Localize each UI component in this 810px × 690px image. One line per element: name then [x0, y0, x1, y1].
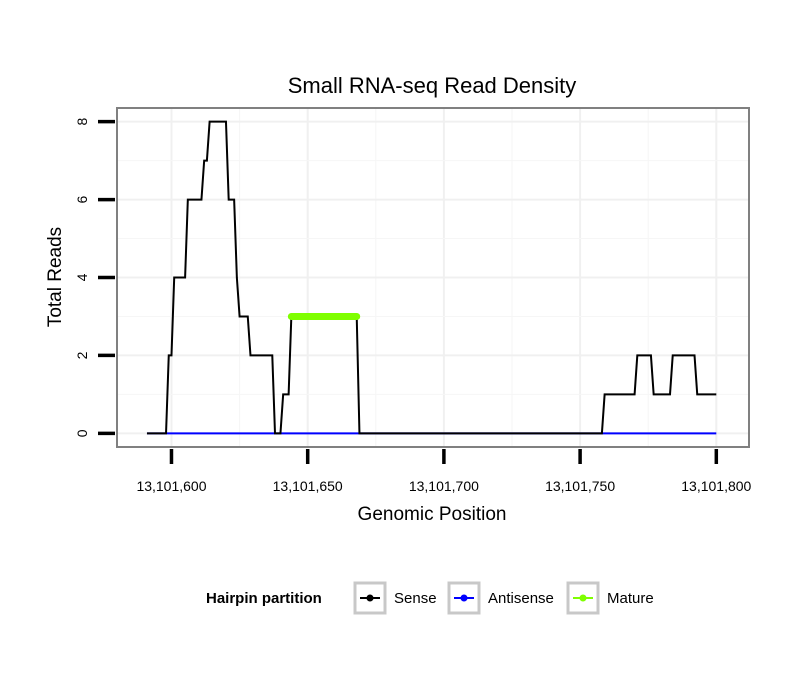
x-tick-label: 13,101,750	[545, 478, 615, 494]
x-axis-title: Genomic Position	[358, 504, 507, 525]
y-tick-label: 0	[74, 429, 90, 437]
chart-title: Small RNA-seq Read Density	[288, 73, 577, 98]
series-line-sense	[146, 120, 717, 435]
series-layer	[146, 120, 717, 435]
y-tick-label: 4	[74, 273, 90, 281]
x-tick-label: 13,101,800	[681, 478, 751, 494]
y-tick-label: 6	[74, 195, 90, 203]
legend-label-antisense: Antisense	[488, 590, 554, 607]
x-tick-label: 13,101,650	[273, 478, 343, 494]
y-axis: 0 2 4 6 8	[74, 118, 115, 437]
x-tick-label: 13,101,600	[136, 478, 206, 494]
x-axis: 13,101,600 13,101,650 13,101,700 13,101,750…	[136, 449, 752, 494]
y-tick-label: 8	[74, 118, 90, 126]
legend: Hairpin partition Sense Antisense Mature	[206, 581, 654, 615]
y-tick-label: 2	[74, 351, 90, 359]
x-tick-label: 13,101,700	[409, 478, 479, 494]
legend-label-sense: Sense	[394, 590, 437, 607]
legend-title: Hairpin partition	[206, 590, 322, 607]
legend-key-point	[366, 594, 374, 602]
plot-border	[116, 107, 750, 448]
legend-key-point	[579, 594, 587, 602]
legend-label-mature: Mature	[607, 590, 654, 607]
legend-key-point	[460, 594, 468, 602]
y-axis-title: Total Reads	[45, 227, 66, 327]
